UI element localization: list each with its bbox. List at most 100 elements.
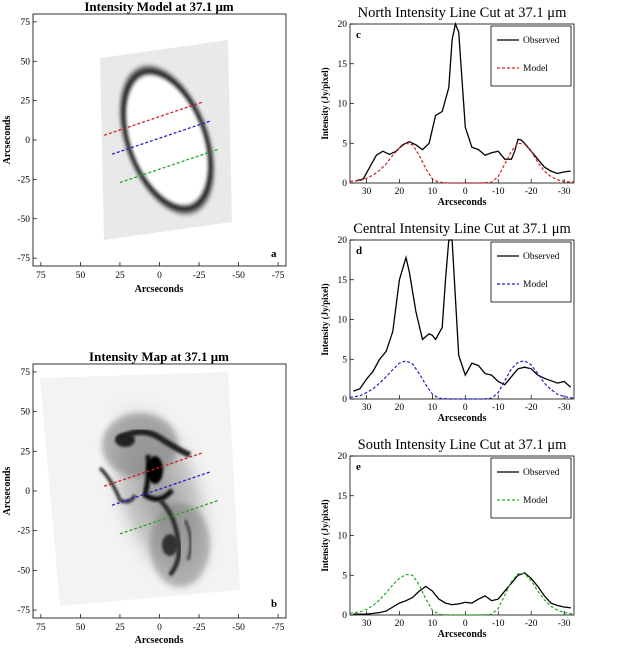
- observed-series-line: [353, 572, 571, 615]
- x-tick-label: 10: [428, 619, 438, 629]
- plot-letter: d: [356, 245, 362, 257]
- legend-label: Model: [523, 280, 548, 290]
- y-axis-label: Intensity (Jy/pixel): [320, 499, 330, 571]
- central-line-cut-plot: Central Intensity Line Cut at 37.1 μm 30 2…: [320, 221, 575, 424]
- panel-a-xlabel: Arcseconds: [135, 284, 184, 295]
- x-axis-label: Arcseconds: [438, 629, 487, 640]
- x-tick-label: 50: [76, 271, 86, 281]
- x-tick-label: 20: [395, 619, 405, 629]
- x-tick-label: -30: [558, 187, 571, 197]
- y-tick-label: 10: [338, 532, 348, 542]
- x-axis-label: Arcseconds: [438, 197, 487, 208]
- plot-title: North Intensity Line Cut at 37.1 μm: [358, 5, 567, 21]
- model-series-line: [349, 573, 575, 616]
- x-axis-label: Arcseconds: [438, 413, 487, 424]
- x-tick-label: 30: [362, 403, 372, 413]
- plot-letter: e: [356, 461, 361, 473]
- panel-b-ylabel: Arcseconds: [2, 467, 13, 516]
- x-tick-label: -50: [232, 623, 245, 633]
- x-tick-label: 10: [428, 403, 438, 413]
- panel-a-letter: a: [271, 248, 277, 260]
- legend-box: [490, 457, 572, 519]
- x-tick-label: 75: [36, 623, 46, 633]
- panel-a-ticks: 75 75 50 50 25 25 0 0 -25 -25 -50 -50 -75 -75: [17, 18, 284, 281]
- y-tick-label: 25: [21, 97, 31, 107]
- y-tick-label: 75: [21, 368, 31, 378]
- x-tick-label: 30: [362, 619, 372, 629]
- y-tick-label: 0: [25, 487, 30, 497]
- panel-a-cut-lines: [103, 101, 219, 184]
- panel-a-ylabel: Arcseconds: [2, 116, 13, 165]
- y-tick-label: -50: [17, 566, 30, 576]
- y-tick-label: 0: [25, 136, 30, 146]
- y-tick-label: 0: [342, 179, 347, 189]
- y-tick-label: 5: [342, 355, 347, 365]
- panel-b-ticks: 75 75 50 50 25 25 0 0 -25 -25 -50 -50 -75 -75: [17, 368, 284, 633]
- plot-title: South Intensity Line Cut at 37.1 μm: [358, 437, 567, 453]
- x-tick-label: 0: [463, 403, 468, 413]
- x-tick-label: 0: [157, 623, 162, 633]
- y-tick-label: 5: [342, 139, 347, 149]
- legend-label: Model: [523, 496, 548, 506]
- observed-series-line: [353, 239, 572, 392]
- x-tick-label: -20: [525, 187, 538, 197]
- legend-label: Observed: [523, 252, 560, 262]
- south-line-cut-plot: South Intensity Line Cut at 37.1 μm 30 20 1…: [320, 437, 575, 640]
- y-tick-label: 0: [342, 611, 347, 621]
- red-cut-line: [103, 101, 203, 136]
- x-tick-label: 25: [115, 623, 125, 633]
- x-tick-label: 0: [463, 619, 468, 629]
- y-tick-label: -75: [17, 254, 30, 264]
- y-tick-label: 5: [342, 571, 347, 581]
- y-tick-label: 20: [338, 452, 348, 462]
- x-tick-label: -50: [232, 271, 245, 281]
- y-axis-label: Intensity (Jy/pixel): [320, 283, 330, 355]
- x-tick-label: 20: [395, 403, 405, 413]
- y-tick-label: -75: [17, 606, 30, 616]
- x-tick-label: -25: [193, 271, 206, 281]
- y-tick-label: 25: [21, 447, 31, 457]
- blue-cut-line: [111, 471, 211, 506]
- y-tick-label: -25: [17, 527, 30, 537]
- panel-b-letter: b: [271, 598, 277, 610]
- y-tick-label: 50: [21, 57, 31, 67]
- panel-b-xlabel: Arcseconds: [135, 635, 184, 646]
- legend-box: [490, 241, 572, 303]
- model-series-line: [349, 360, 575, 400]
- x-tick-label: -10: [492, 403, 505, 413]
- green-cut-line: [119, 499, 219, 535]
- x-tick-label: -75: [272, 623, 285, 633]
- panel-b-observed-image: Intensity Map at 37.1 μm 75 75 50 50 25 25 0 0 -…: [2, 349, 287, 646]
- y-tick-label: 0: [342, 395, 347, 405]
- y-tick-label: 50: [21, 408, 31, 418]
- y-tick-label: 75: [21, 18, 31, 28]
- x-tick-label: 75: [36, 271, 46, 281]
- red-cut-line: [103, 452, 203, 487]
- y-tick-label: 15: [338, 276, 348, 286]
- x-tick-label: -25: [193, 623, 206, 633]
- legend-box: [490, 25, 572, 87]
- y-tick-label: 15: [338, 492, 348, 502]
- x-tick-label: 0: [463, 187, 468, 197]
- x-tick-label: -30: [558, 619, 571, 629]
- x-tick-label: -30: [558, 403, 571, 413]
- x-tick-label: -20: [525, 403, 538, 413]
- x-tick-label: -10: [492, 187, 505, 197]
- y-axis-label: Intensity (Jy/pixel): [320, 67, 330, 139]
- panel-b-cut-lines: [103, 452, 219, 535]
- x-tick-label: 20: [395, 187, 405, 197]
- panel-b-title: Intensity Map at 37.1 μm: [89, 349, 229, 364]
- legend-label: Observed: [523, 468, 560, 478]
- x-tick-label: -10: [492, 619, 505, 629]
- x-tick-label: 0: [157, 271, 162, 281]
- x-tick-label: -75: [272, 271, 285, 281]
- legend-label: Observed: [523, 36, 560, 46]
- y-tick-label: 10: [338, 100, 348, 110]
- panel-a-title: Intensity Model at 37.1 μm: [84, 0, 233, 14]
- y-tick-label: 15: [338, 60, 348, 70]
- north-line-cut-plot: North Intensity Line Cut at 37.1 μm 30 20 1…: [320, 5, 575, 208]
- y-tick-label: -25: [17, 175, 30, 185]
- legend-label: Model: [523, 64, 548, 74]
- y-tick-label: 20: [338, 20, 348, 30]
